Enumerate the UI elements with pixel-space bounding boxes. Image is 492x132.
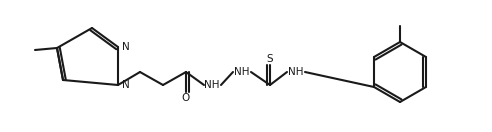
Text: NH: NH	[288, 67, 304, 77]
Text: N: N	[122, 42, 130, 52]
Text: O: O	[182, 93, 190, 103]
Text: N: N	[122, 80, 130, 90]
Text: S: S	[267, 54, 274, 64]
Text: NH: NH	[204, 80, 220, 90]
Text: NH: NH	[234, 67, 250, 77]
